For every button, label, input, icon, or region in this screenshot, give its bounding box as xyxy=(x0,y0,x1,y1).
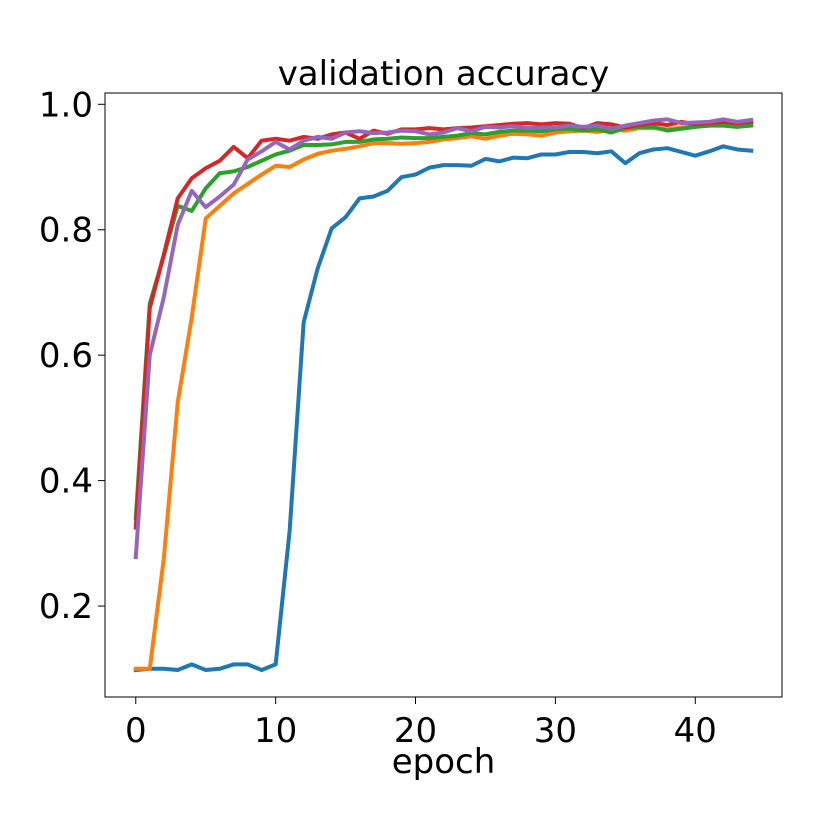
plot-background xyxy=(105,93,782,697)
x-tick-label: 30 xyxy=(534,711,577,751)
y-tick-label: 1.0 xyxy=(39,85,93,125)
y-tick-label: 0.8 xyxy=(39,211,93,251)
y-tick-label: 0.2 xyxy=(39,587,93,627)
series-line-3 xyxy=(133,123,754,521)
plot-frame xyxy=(104,92,783,698)
y-axis: 0.2 0.4 0.6 0.8 1.0 xyxy=(39,85,105,627)
x-axis: 0 10 20 30 40 xyxy=(125,697,717,751)
chart-title: validation accuracy xyxy=(278,54,610,94)
x-axis-label: epoch xyxy=(392,742,496,782)
x-tick-label: 40 xyxy=(674,711,717,751)
series-line-4 xyxy=(133,119,754,530)
y-tick-label: 0.6 xyxy=(39,336,93,376)
plot-area xyxy=(104,92,783,698)
x-tick-label: 20 xyxy=(394,711,437,751)
series-line-1 xyxy=(133,144,754,673)
x-tick-label: 10 xyxy=(254,711,297,751)
series-layer xyxy=(133,117,754,673)
y-tick-label: 0.4 xyxy=(39,462,93,502)
x-tick-label: 0 xyxy=(125,711,147,751)
series-line-5 xyxy=(133,117,754,560)
